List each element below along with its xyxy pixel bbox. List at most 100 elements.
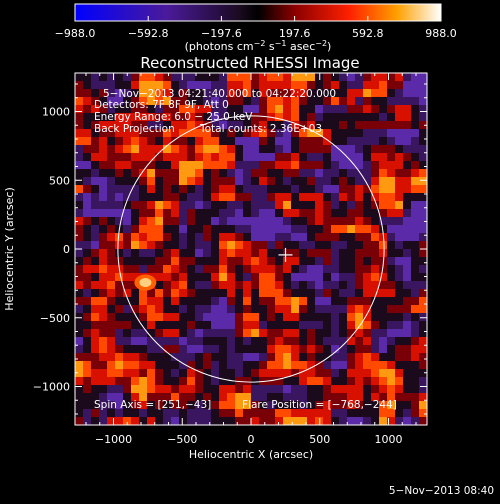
heatmap-cell — [299, 377, 308, 386]
heatmap-cell — [275, 337, 284, 346]
heatmap-cell — [379, 249, 388, 258]
heatmap-cell — [195, 89, 204, 98]
heatmap-cell — [299, 177, 308, 186]
heatmap-cell — [219, 137, 228, 146]
heatmap-cell — [107, 73, 116, 82]
heatmap-cell — [115, 377, 124, 386]
heatmap-cell — [387, 393, 396, 402]
heatmap-cell — [347, 217, 356, 226]
heatmap-cell — [299, 81, 308, 90]
heatmap-cell — [155, 193, 164, 202]
heatmap-cell — [283, 217, 292, 226]
heatmap-cell — [155, 225, 164, 234]
heatmap-cell — [155, 169, 164, 178]
heatmap-cell — [347, 177, 356, 186]
heatmap-cell — [131, 169, 140, 178]
heatmap-cell — [315, 377, 324, 386]
heatmap-cell — [179, 201, 188, 210]
heatmap-cell — [331, 313, 340, 322]
heatmap-cell — [171, 201, 180, 210]
heatmap-cell — [419, 257, 427, 266]
heatmap-cell — [155, 313, 164, 322]
heatmap-cell — [163, 233, 172, 242]
y-tick-label: −1000 — [33, 381, 70, 394]
heatmap-cell — [163, 377, 172, 386]
heatmap-cell — [203, 113, 212, 122]
heatmap-cell — [203, 129, 212, 138]
heatmap-cell — [387, 297, 396, 306]
heatmap-cell — [147, 257, 156, 266]
heatmap-cell — [251, 393, 260, 402]
heatmap-cell — [379, 313, 388, 322]
heatmap-cell — [131, 321, 140, 330]
heatmap-cell — [203, 121, 212, 130]
heatmap-cell — [331, 281, 340, 290]
heatmap-cell — [115, 185, 124, 194]
heatmap-cell — [307, 393, 316, 402]
heatmap-cell — [355, 185, 364, 194]
heatmap-cell — [203, 233, 212, 242]
heatmap-cell — [387, 409, 396, 418]
heatmap-cell — [243, 321, 252, 330]
heatmap-cell — [419, 329, 427, 338]
heatmap-cell — [155, 273, 164, 282]
heatmap-cell — [371, 297, 380, 306]
heatmap-cell — [259, 281, 268, 290]
heatmap-cell — [419, 89, 427, 98]
heatmap-cell — [235, 209, 244, 218]
heatmap-cell — [363, 169, 372, 178]
heatmap-cell — [395, 201, 404, 210]
heatmap-cell — [355, 345, 364, 354]
heatmap-cell — [315, 153, 324, 162]
heatmap-cell — [219, 297, 228, 306]
heatmap-cell — [243, 89, 252, 98]
heatmap-cell — [147, 305, 156, 314]
heatmap-cell — [403, 361, 412, 370]
heatmap-cell — [235, 417, 244, 425]
heatmap-cell — [187, 73, 196, 82]
heatmap-cell — [235, 345, 244, 354]
heatmap-cell — [419, 121, 427, 130]
heatmap-cell — [347, 361, 356, 370]
heatmap-cell — [283, 193, 292, 202]
heatmap-cell — [379, 153, 388, 162]
heatmap-cell — [107, 129, 116, 138]
heatmap-cell — [259, 369, 268, 378]
heatmap-cell — [123, 153, 132, 162]
heatmap-cell — [155, 201, 164, 210]
heatmap-cell — [291, 281, 300, 290]
heatmap-cell — [379, 97, 388, 106]
heatmap-cell — [155, 321, 164, 330]
heatmap-cell — [171, 313, 180, 322]
heatmap-cell — [283, 369, 292, 378]
heatmap-cell — [323, 401, 332, 410]
heatmap-cell — [147, 409, 156, 418]
heatmap-cell — [131, 297, 140, 306]
heatmap-cell — [251, 249, 260, 258]
heatmap-cell — [267, 201, 276, 210]
heatmap-cell — [131, 417, 140, 425]
heatmap-cell — [179, 153, 188, 162]
heatmap-cell — [403, 297, 412, 306]
heatmap-cell — [363, 249, 372, 258]
heatmap-cell — [171, 361, 180, 370]
heatmap-cell — [275, 321, 284, 330]
heatmap-cell — [403, 185, 412, 194]
heatmap-cell — [171, 265, 180, 274]
heatmap-cell — [75, 177, 84, 186]
heatmap-cell — [315, 385, 324, 394]
heatmap-cell — [419, 353, 427, 362]
heatmap-cell — [227, 265, 236, 274]
heatmap-cell — [363, 409, 372, 418]
heatmap-cell — [347, 345, 356, 354]
heatmap-cell — [307, 313, 316, 322]
heatmap-cell — [227, 97, 236, 106]
heatmap-cell — [155, 281, 164, 290]
heatmap-cell — [315, 281, 324, 290]
heatmap-cell — [387, 241, 396, 250]
heatmap-cell — [251, 201, 260, 210]
heatmap-cell — [395, 337, 404, 346]
heatmap-cell — [187, 225, 196, 234]
heatmap-cell — [411, 185, 420, 194]
heatmap-cell — [211, 193, 220, 202]
